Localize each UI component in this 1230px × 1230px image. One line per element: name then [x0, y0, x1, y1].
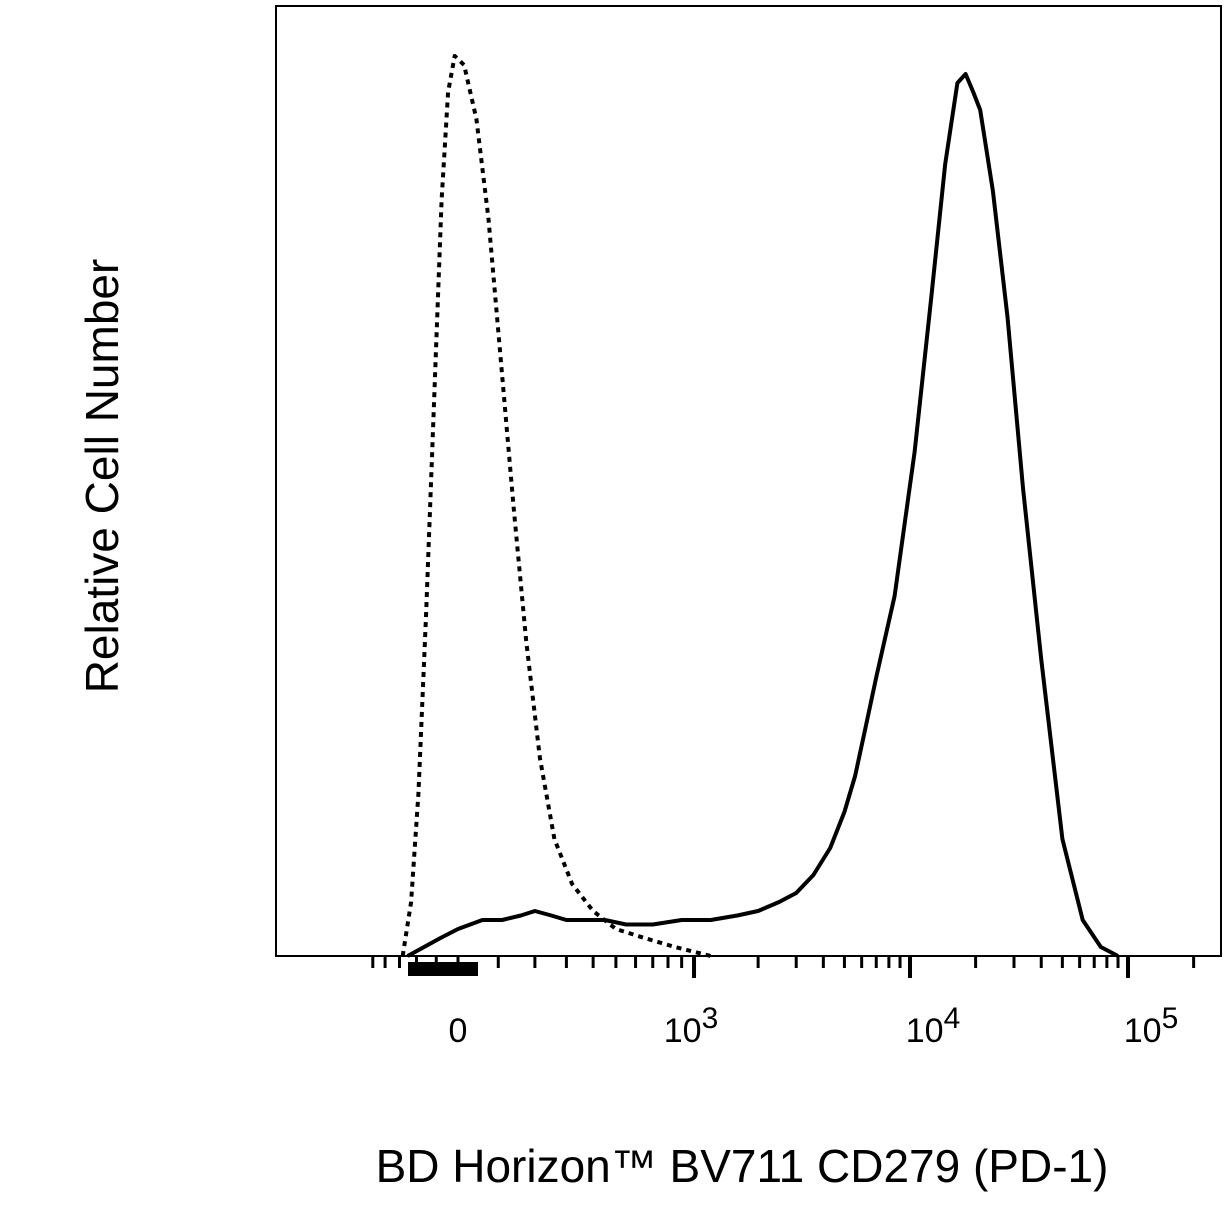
- x-axis-label: BD Horizon™ BV711 CD279 (PD-1): [376, 1140, 1109, 1192]
- x-tick-label: 104: [906, 1002, 961, 1050]
- plot-frame: [275, 5, 1222, 957]
- stained-sample-curve: [406, 72, 1119, 958]
- series-layer: [400, 54, 1119, 958]
- x-tick-label: 103: [664, 1002, 719, 1050]
- isotype-control-curve: [400, 54, 712, 958]
- x-tick-label: 0: [449, 1012, 468, 1050]
- x-tick-labels: 0 103 104 105: [449, 1002, 1179, 1050]
- x-tick-label: 105: [1124, 1002, 1179, 1050]
- zero-region-ticks: [408, 962, 478, 976]
- y-axis-label: Relative Cell Number: [76, 259, 128, 694]
- x-axis: [371, 956, 1196, 978]
